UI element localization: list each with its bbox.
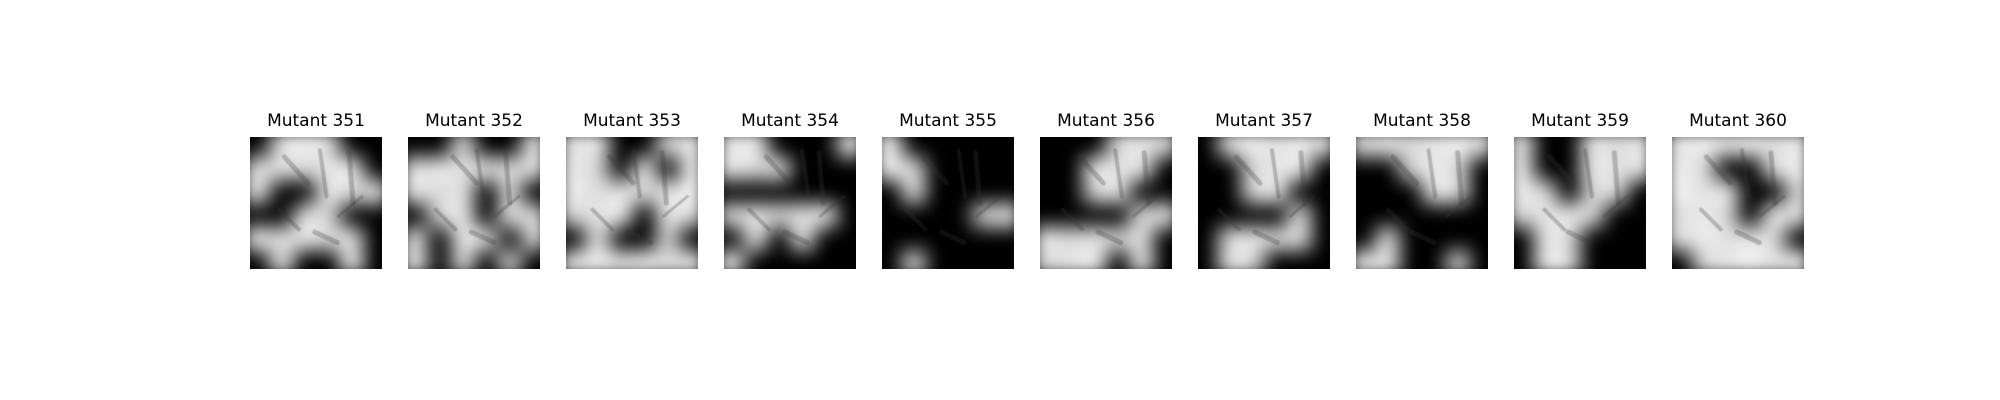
panel-title: Mutant 354 <box>741 111 839 131</box>
mutant-image <box>1672 137 1804 269</box>
mutant-image <box>408 137 540 269</box>
mutant-panel: Mutant 357 <box>1195 110 1333 270</box>
mutant-panel: Mutant 359 <box>1511 110 1649 270</box>
mutant-panel: Mutant 354 <box>721 110 859 270</box>
mutant-panel: Mutant 352 <box>405 110 543 270</box>
mutant-image <box>1514 137 1646 269</box>
panel-title: Mutant 356 <box>1057 111 1155 131</box>
panel-title: Mutant 358 <box>1373 111 1471 131</box>
mutant-panel: Mutant 353 <box>563 110 701 270</box>
mutant-image <box>882 137 1014 269</box>
mutant-panel: Mutant 356 <box>1037 110 1175 270</box>
mutant-panel: Mutant 360 <box>1669 110 1807 270</box>
panel-title: Mutant 359 <box>1531 111 1629 131</box>
mutant-panel: Mutant 351 <box>247 110 385 270</box>
mutant-image <box>566 137 698 269</box>
panel-title: Mutant 352 <box>425 111 523 131</box>
mutant-image <box>250 137 382 269</box>
panel-title: Mutant 355 <box>899 111 997 131</box>
mutant-image <box>724 137 856 269</box>
mutant-image <box>1040 137 1172 269</box>
panel-title: Mutant 351 <box>267 111 365 131</box>
panel-title: Mutant 360 <box>1689 111 1787 131</box>
mutant-image <box>1198 137 1330 269</box>
panel-title: Mutant 357 <box>1215 111 1313 131</box>
mutant-panel: Mutant 355 <box>879 110 1017 270</box>
mutant-panel: Mutant 358 <box>1353 110 1491 270</box>
panel-title: Mutant 353 <box>583 111 681 131</box>
mutant-image <box>1356 137 1488 269</box>
